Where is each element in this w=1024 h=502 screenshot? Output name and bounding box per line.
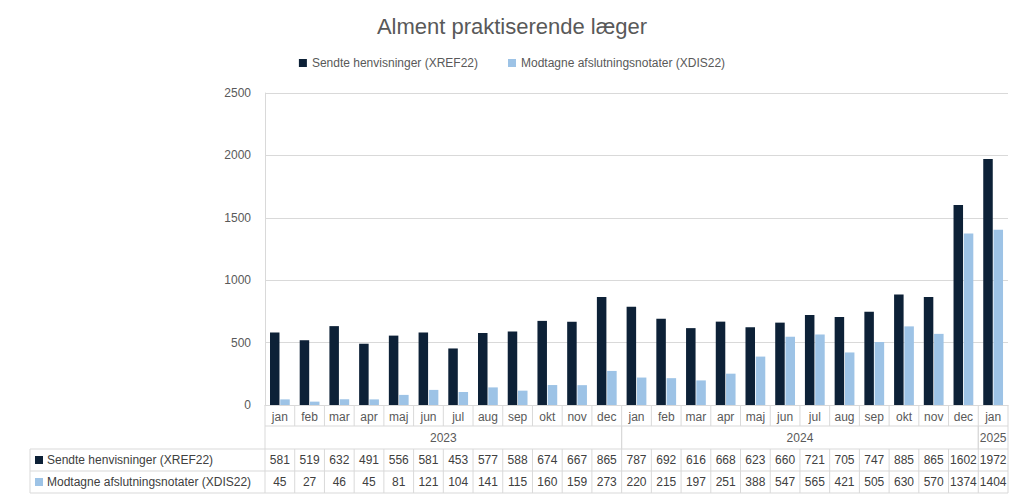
svg-text:588: 588 [508, 453, 528, 467]
svg-text:632: 632 [329, 453, 349, 467]
svg-text:jun: jun [419, 410, 436, 424]
svg-text:668: 668 [716, 453, 736, 467]
svg-text:45: 45 [273, 475, 287, 489]
svg-text:1404: 1404 [980, 475, 1007, 489]
svg-text:577: 577 [478, 453, 498, 467]
svg-text:jul: jul [451, 410, 464, 424]
svg-text:581: 581 [270, 453, 290, 467]
svg-text:okt: okt [896, 410, 913, 424]
svg-text:581: 581 [418, 453, 438, 467]
svg-text:nov: nov [924, 410, 943, 424]
svg-text:721: 721 [805, 453, 825, 467]
svg-text:623: 623 [745, 453, 765, 467]
svg-text:dec: dec [597, 410, 616, 424]
svg-text:885: 885 [894, 453, 914, 467]
svg-text:sep: sep [508, 410, 528, 424]
svg-text:jan: jan [271, 410, 288, 424]
svg-text:45: 45 [362, 475, 376, 489]
svg-text:1374: 1374 [950, 475, 977, 489]
svg-text:jul: jul [808, 410, 821, 424]
svg-text:220: 220 [626, 475, 646, 489]
svg-text:aug: aug [478, 410, 498, 424]
svg-text:565: 565 [805, 475, 825, 489]
svg-text:251: 251 [716, 475, 736, 489]
svg-text:500: 500 [231, 336, 251, 350]
svg-text:Sendte henvisninger (XREF22): Sendte henvisninger (XREF22) [47, 453, 213, 467]
svg-text:nov: nov [567, 410, 586, 424]
svg-text:747: 747 [864, 453, 884, 467]
svg-text:519: 519 [300, 453, 320, 467]
svg-text:81: 81 [392, 475, 406, 489]
svg-text:787: 787 [626, 453, 646, 467]
svg-text:505: 505 [864, 475, 884, 489]
svg-text:2025: 2025 [980, 431, 1007, 445]
svg-text:865: 865 [924, 453, 944, 467]
svg-text:674: 674 [537, 453, 557, 467]
svg-text:dec: dec [954, 410, 973, 424]
svg-text:159: 159 [567, 475, 587, 489]
svg-text:388: 388 [745, 475, 765, 489]
svg-text:453: 453 [448, 453, 468, 467]
svg-text:660: 660 [775, 453, 795, 467]
svg-text:Modtagne afslutningsnotater (X: Modtagne afslutningsnotater (XDIS22) [521, 56, 725, 70]
svg-text:mar: mar [329, 410, 350, 424]
svg-text:maj: maj [746, 410, 765, 424]
svg-text:215: 215 [656, 475, 676, 489]
svg-text:jan: jan [627, 410, 644, 424]
svg-text:491: 491 [359, 453, 379, 467]
svg-text:667: 667 [567, 453, 587, 467]
svg-text:1500: 1500 [224, 211, 251, 225]
svg-text:aug: aug [835, 410, 855, 424]
svg-text:Modtagne afslutningsnotater (X: Modtagne afslutningsnotater (XDIS22) [47, 475, 251, 489]
svg-text:616: 616 [686, 453, 706, 467]
svg-text:705: 705 [835, 453, 855, 467]
svg-text:197: 197 [686, 475, 706, 489]
svg-text:160: 160 [537, 475, 557, 489]
svg-text:104: 104 [448, 475, 468, 489]
svg-text:630: 630 [894, 475, 914, 489]
svg-text:1000: 1000 [224, 273, 251, 287]
svg-text:maj: maj [389, 410, 408, 424]
svg-text:0: 0 [244, 398, 251, 412]
svg-text:Sendte henvisninger (XREF22): Sendte henvisninger (XREF22) [312, 56, 478, 70]
svg-text:115: 115 [508, 475, 527, 489]
svg-text:1602: 1602 [950, 453, 977, 467]
svg-text:556: 556 [389, 453, 409, 467]
svg-text:feb: feb [658, 410, 675, 424]
svg-text:2023: 2023 [430, 431, 457, 445]
svg-text:2024: 2024 [787, 431, 814, 445]
svg-text:570: 570 [924, 475, 944, 489]
svg-text:Alment praktiserende læger: Alment praktiserende læger [377, 14, 647, 39]
svg-text:27: 27 [303, 475, 317, 489]
svg-text:121: 121 [418, 475, 438, 489]
svg-text:feb: feb [301, 410, 318, 424]
svg-text:141: 141 [478, 475, 498, 489]
svg-text:apr: apr [360, 410, 377, 424]
svg-text:273: 273 [597, 475, 617, 489]
svg-text:jun: jun [776, 410, 793, 424]
svg-text:865: 865 [597, 453, 617, 467]
svg-text:1972: 1972 [980, 453, 1007, 467]
svg-text:547: 547 [775, 475, 795, 489]
svg-text:46: 46 [333, 475, 347, 489]
svg-text:apr: apr [717, 410, 734, 424]
svg-text:jan: jan [984, 410, 1001, 424]
svg-text:sep: sep [865, 410, 885, 424]
svg-text:2500: 2500 [224, 86, 251, 100]
svg-text:mar: mar [686, 410, 707, 424]
svg-text:421: 421 [835, 475, 855, 489]
svg-text:692: 692 [656, 453, 676, 467]
svg-text:okt: okt [539, 410, 556, 424]
svg-text:2000: 2000 [224, 148, 251, 162]
